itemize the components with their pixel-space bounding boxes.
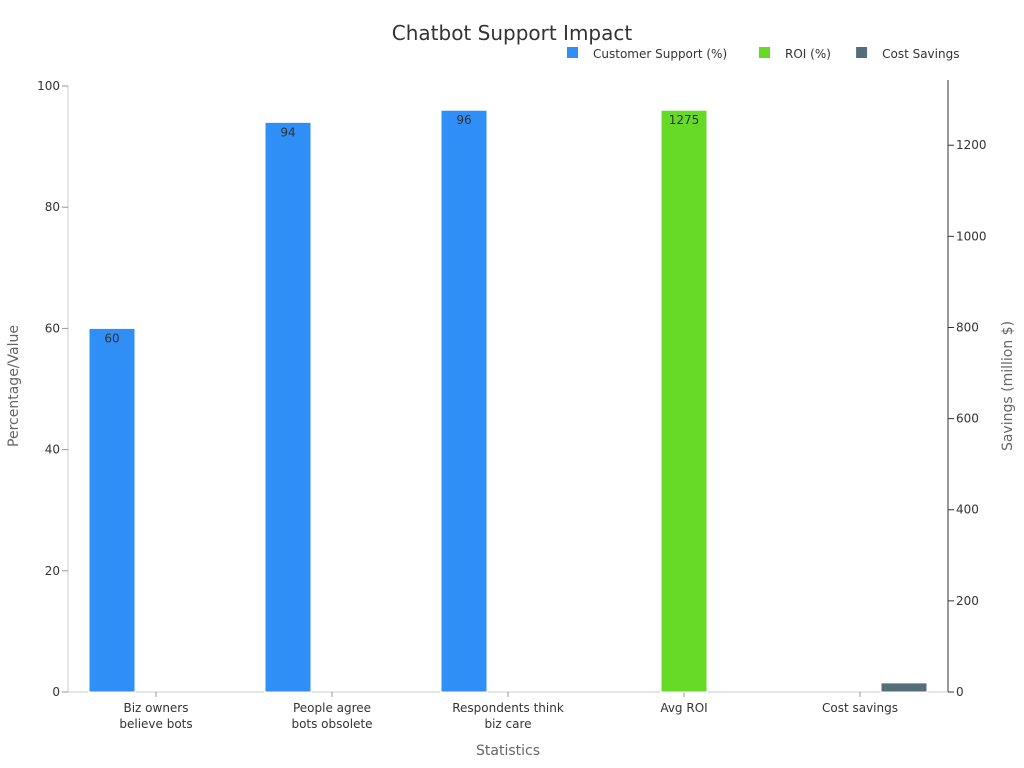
y2-tick-label: 400 (956, 503, 979, 517)
x-tick-label: Biz owners believe bots (119, 701, 192, 731)
y-tick-label: 100 (37, 79, 60, 93)
x-tick-label: Avg ROI (660, 701, 707, 715)
x-tick-label: People agree bots obsolete (291, 701, 372, 731)
y-tick-label: 40 (45, 443, 60, 457)
legend-label: ROI (%) (785, 47, 831, 61)
data-label: 94 (280, 125, 295, 139)
y-tick-label: 0 (52, 685, 60, 699)
x-tick-label-line: believe bots (119, 717, 192, 731)
y-tick-label: 60 (45, 321, 60, 335)
legend-swatch (856, 47, 868, 58)
y2-tick-label: 1000 (956, 229, 987, 243)
y2-tick-label: 200 (956, 594, 979, 608)
legend-label: Cost Savings (882, 47, 959, 61)
data-label: 1275 (669, 113, 700, 127)
legend-swatch (567, 47, 578, 58)
y2-axis-title: Savings (million $) (1000, 321, 1016, 451)
x-tick-label-line: Cost savings (822, 701, 898, 715)
data-label: 60 (104, 331, 119, 345)
x-tick-label-line: bots obsolete (291, 717, 372, 731)
bar (880, 682, 928, 693)
y2-tick-label: 0 (956, 685, 964, 699)
x-tick-label: Respondents think biz care (452, 701, 564, 731)
y2-tick-label: 600 (956, 412, 979, 426)
y-tick-label: 20 (45, 564, 60, 578)
x-tick-label-line: biz care (484, 717, 531, 731)
bar (440, 109, 488, 693)
bar (660, 109, 708, 693)
data-labels: 60 94 96 1275 (104, 113, 699, 345)
x-tick-label-line: Biz owners (123, 701, 188, 715)
bars (88, 109, 928, 693)
y2-tick-label: 1200 (956, 138, 987, 152)
chart-title: Chatbot Support Impact (392, 21, 633, 45)
x-tick-label-line: Avg ROI (660, 701, 707, 715)
data-label: 96 (456, 113, 471, 127)
x-tick-label: Cost savings (822, 701, 898, 715)
x-axis-title: Statistics (476, 743, 540, 759)
y-axis-title: Percentage/Value (6, 325, 22, 447)
bar (88, 327, 136, 693)
legend-swatch (759, 47, 770, 58)
x-tick-label-line: Respondents think (452, 701, 564, 715)
bar (264, 121, 312, 693)
y2-tick-label: 800 (956, 320, 979, 334)
x-tick-label-line: People agree (293, 701, 371, 715)
legend-label: Customer Support (%) (593, 47, 727, 61)
legend: Customer Support (%) ROI (%) Cost Savings (567, 47, 959, 61)
y-tick-label: 80 (45, 200, 60, 214)
